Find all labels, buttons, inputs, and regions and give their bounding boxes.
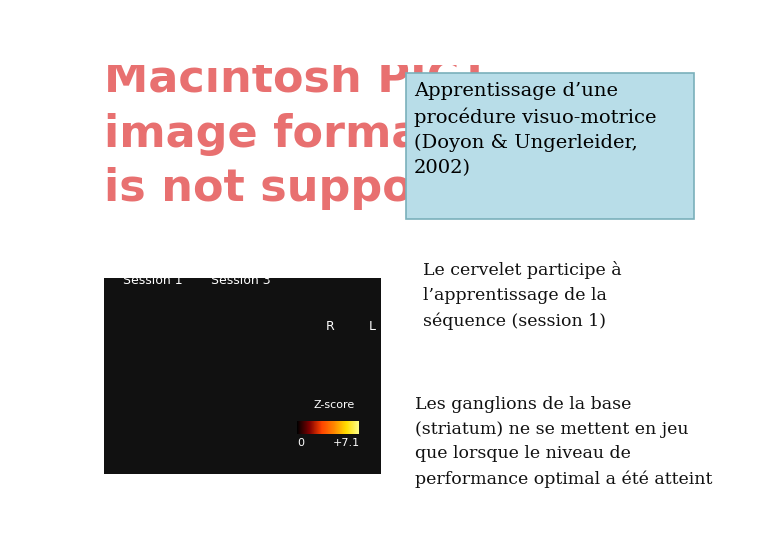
Text: Le cervelet participe à
l’apprentissage de la
séquence (session 1): Le cervelet participe à l’apprentissage … — [423, 261, 622, 329]
Text: Session 1: Session 1 — [123, 274, 183, 287]
Text: +7.1: +7.1 — [332, 438, 360, 448]
Bar — [104, 278, 381, 475]
Text: Z-score: Z-score — [314, 400, 354, 410]
FancyBboxPatch shape — [406, 72, 694, 219]
Text: Apprentissage d’une
procédure visuo-motrice
(Doyon & Ungerleider,
2002): Apprentissage d’une procédure visuo-motr… — [413, 82, 656, 177]
Text: R: R — [325, 320, 335, 333]
Text: 0: 0 — [297, 438, 304, 448]
Text: Session 3: Session 3 — [211, 274, 271, 287]
Text: Les ganglions de la base
(striatum) ne se mettent en jeu
que lorsque le niveau d: Les ganglions de la base (striatum) ne s… — [415, 396, 713, 488]
Text: Macintosh PICT
image format
is not supported: Macintosh PICT image format is not suppo… — [104, 58, 518, 211]
Text: L: L — [369, 320, 376, 333]
